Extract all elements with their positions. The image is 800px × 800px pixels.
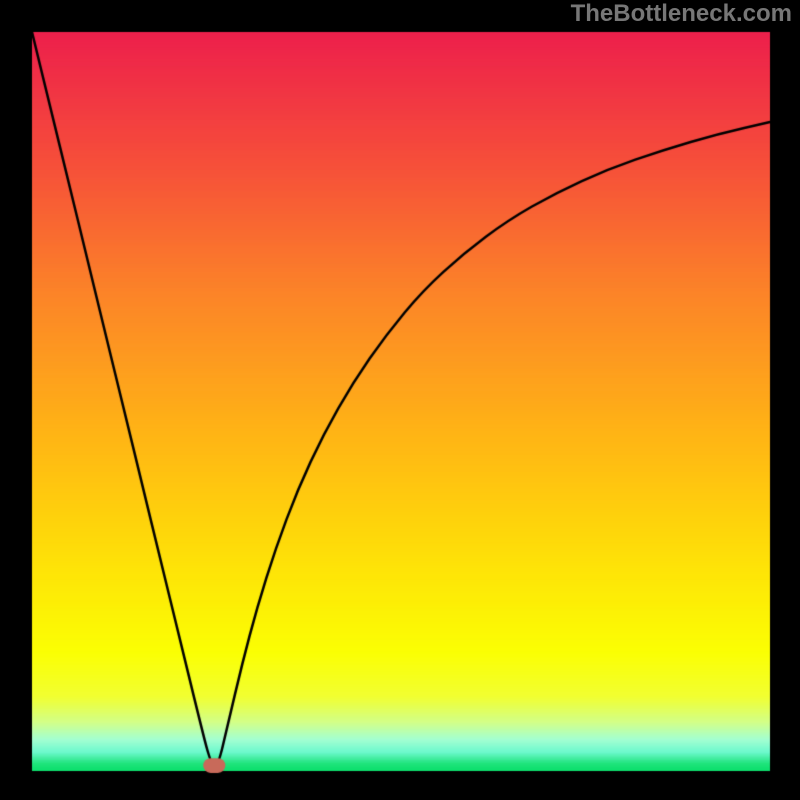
bottleneck-chart-canvas [0,0,800,800]
attribution-text: TheBottleneck.com [571,0,792,28]
